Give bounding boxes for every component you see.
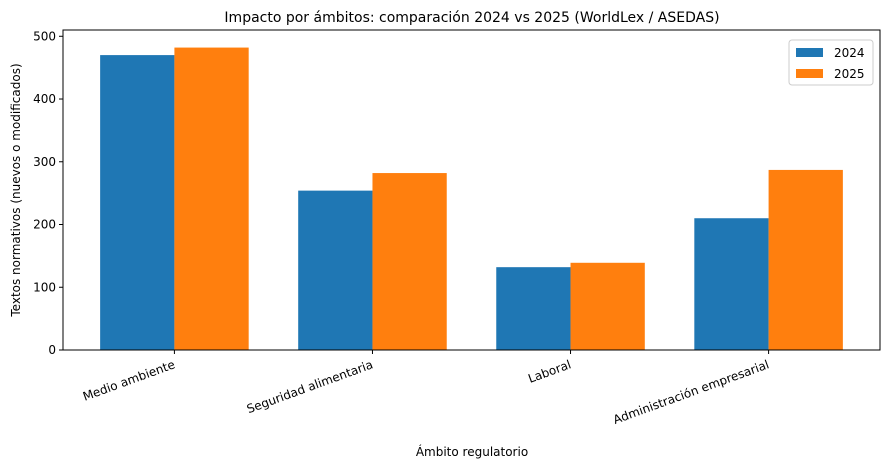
legend-swatch-2025	[796, 69, 823, 78]
bar-2025-0	[174, 47, 249, 350]
plot-frame	[62, 29, 881, 351]
y-tick-label: 500	[33, 29, 56, 43]
x-tick-label: Medio ambiente	[81, 357, 177, 403]
y-tick-label: 0	[48, 343, 56, 357]
bar-2024-1	[298, 190, 373, 350]
y-tick-label: 400	[33, 92, 56, 106]
y-tick-label: 300	[33, 155, 56, 169]
y-tick-label: 200	[33, 218, 56, 232]
x-tick-label: Laboral	[526, 357, 573, 385]
x-axis: Medio ambiente Seguridad alimentaria Labor…	[81, 350, 771, 427]
chart-title: Impacto por ámbitos: comparación 2024 vs…	[224, 10, 719, 26]
bar-2025-2	[570, 262, 645, 350]
bars-group	[100, 47, 843, 351]
x-tick-label: Administración empresarial	[611, 357, 771, 427]
x-axis-label: Ámbito regulatorio	[416, 444, 528, 459]
legend-label-2024: 2024	[834, 46, 865, 60]
y-axis-label: Textos normativos (nuevos o modificados)	[9, 63, 23, 317]
legend-swatch-2024	[796, 48, 823, 57]
bar-2024-0	[100, 55, 175, 351]
y-tick-label: 100	[33, 280, 56, 294]
y-axis: 0 100 200 300 400 500	[33, 29, 63, 357]
bar-2024-3	[694, 218, 769, 350]
legend-label-2025: 2025	[834, 67, 865, 81]
bar-2024-2	[496, 267, 571, 350]
bar-2025-3	[768, 169, 843, 350]
legend: 2024 2025	[788, 39, 874, 86]
x-tick-label: Seguridad alimentaria	[245, 357, 375, 416]
bar-2025-1	[372, 173, 447, 350]
